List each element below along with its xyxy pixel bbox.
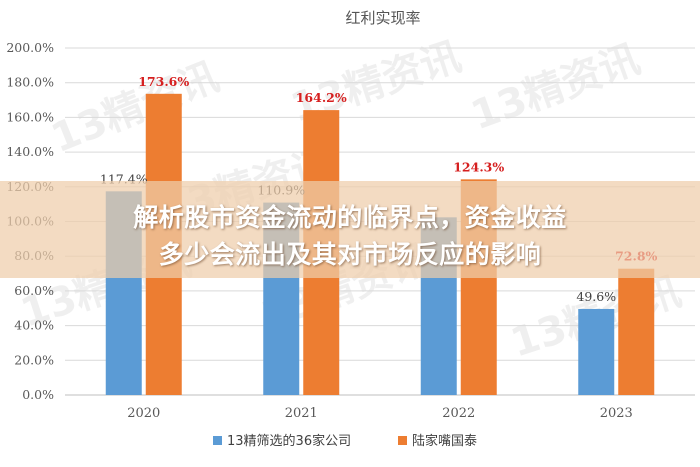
headline-line-2: 多少会流出及其对市场反应的影响 <box>158 240 542 269</box>
y-tick-label: 40.0% <box>14 318 54 333</box>
x-tick-label: 2023 <box>600 406 633 421</box>
headline-banner: 解析股市资金流动的临界点，资金收益 多少会流出及其对市场反应的影响 <box>0 181 700 278</box>
bar-series-a <box>578 308 615 395</box>
y-tick-label: 200.0% <box>6 40 54 55</box>
y-tick-label: 20.0% <box>14 352 54 367</box>
y-tick-label: 160.0% <box>6 109 54 124</box>
x-tick-label: 2022 <box>442 406 475 421</box>
watermark-text: 13精资讯 <box>45 54 225 162</box>
legend-swatch <box>398 436 407 445</box>
legend-swatch <box>213 436 222 445</box>
data-label-series-b: 124.3% <box>453 159 504 174</box>
legend: 13精筛选的36家公司 陆家嘴国泰 <box>213 433 477 449</box>
x-tick-label: 2020 <box>127 406 160 421</box>
legend-label: 陆家嘴国泰 <box>412 433 477 449</box>
x-tick-label: 2021 <box>285 406 318 421</box>
x-axis: 2020 2021 2022 2023 <box>127 406 633 421</box>
chart-title: 红利实现率 <box>345 9 420 27</box>
y-tick-label: 0.0% <box>22 387 54 402</box>
headline-line-1: 解析股市资金流动的临界点，资金收益 <box>133 203 567 232</box>
data-label-series-b: 164.2% <box>296 90 347 105</box>
y-tick-label: 180.0% <box>6 75 54 90</box>
legend-label: 13精筛选的36家公司 <box>227 433 351 449</box>
data-label-series-a: 49.6% <box>576 289 616 304</box>
y-tick-label: 60.0% <box>14 283 54 298</box>
bar-series-b <box>618 268 655 395</box>
watermark-text: 13精资讯 <box>465 36 646 139</box>
data-label-series-b: 173.6% <box>138 74 189 89</box>
y-tick-label: 140.0% <box>6 144 54 159</box>
